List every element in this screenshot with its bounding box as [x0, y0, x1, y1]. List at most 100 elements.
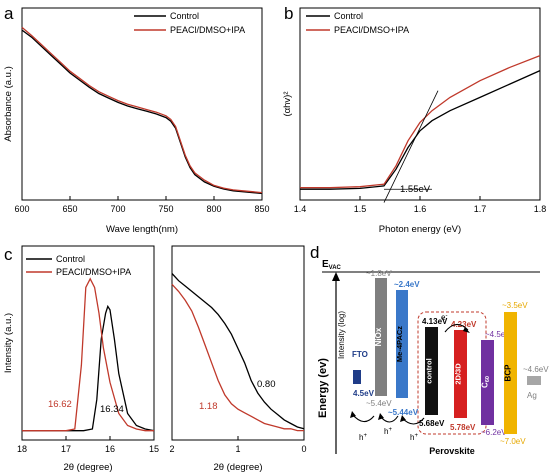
- series-line-c2-1: [171, 283, 304, 432]
- xtick-label-c1-3: 15: [149, 444, 159, 454]
- energy-axis-label: Energy (ev): [317, 358, 329, 418]
- panel-d-energy-diagram: d EVAC Energy (ev) Intensity (log) Perov…: [310, 243, 549, 456]
- panel-c-ylabel: Intensity (a.u.): [3, 313, 14, 373]
- bar-2d3d-label: 2D/3D: [454, 363, 463, 385]
- xtick-label-a-0: 600: [14, 204, 29, 214]
- series-line-b-0: [300, 70, 541, 190]
- bar-bcp-bottom-level: ~7.0eV: [500, 437, 526, 446]
- panel-c-right-label-control: 0.80: [257, 379, 276, 390]
- panel-c-peak-label-treated: 16.62: [48, 399, 72, 410]
- bar-me4pacz-label: Me-4PACz: [395, 326, 404, 362]
- panel-a-xlabel: Wave length(nm): [106, 224, 178, 235]
- xtick-label-c1-1: 17: [61, 444, 71, 454]
- panel-a-frame: [21, 7, 263, 201]
- xtick-label-b-0: 1.4: [294, 204, 307, 214]
- panel-a-legend-control: Control: [170, 11, 199, 21]
- panel-c-right-label-treated: 1.18: [199, 401, 218, 412]
- series-line-b-1: [300, 54, 541, 189]
- panel-b-legend-control: Control: [334, 11, 363, 21]
- panel-a-absorbance-chart: a 600 650 700 750 800 850 Wave length(nm) Abs…: [3, 4, 270, 235]
- panel-c-legend-treated: PEACl/DMSO+IPA: [56, 267, 131, 277]
- panel-a-legend-treated: PEACl/DMSO+IPA: [170, 25, 245, 35]
- xtick-label-c2-2: 0: [301, 444, 306, 454]
- xtick-label-a-3: 750: [158, 204, 173, 214]
- hole-arrowhead-2: [378, 413, 384, 420]
- xtick-label-b-1: 1.5: [354, 204, 367, 214]
- panel-c-legend: Control PEACl/DMSO+IPA: [26, 254, 131, 277]
- bar-niox: [375, 278, 387, 396]
- hole-label-2: h+: [384, 427, 392, 436]
- bar-c60-bottom-level: ~6.2eV: [481, 428, 507, 437]
- bar-fto-bottom-level: 4.5eV: [353, 389, 375, 398]
- xtick-label-c2-0: 2: [169, 444, 174, 454]
- panel-d-label: d: [310, 243, 319, 262]
- xtick-label-b-2: 1.6: [414, 204, 427, 214]
- xtick-label-a-1: 650: [62, 204, 77, 214]
- series-line-a-0: [21, 29, 263, 195]
- panel-b-legend-treated: PEACl/DMSO+IPA: [334, 25, 409, 35]
- bar-niox-label: NiOx: [374, 327, 383, 346]
- series-line-c2-0: [171, 273, 305, 430]
- bar-c60-label: C60: [481, 376, 492, 388]
- panel-b-xlabel: Photon energy (eV): [379, 224, 461, 235]
- bar-c60-top-level: ~4.5eV: [485, 330, 511, 339]
- bar-niox-top-level: ~1.8eV: [366, 269, 392, 278]
- hole-label-1: h+: [359, 433, 367, 442]
- series-line-c1-1: [22, 277, 154, 432]
- bar-control-top-level: 4.13eV: [422, 317, 448, 326]
- xtick-label-b-3: 1.7: [474, 204, 487, 214]
- hole-label-3: h+: [410, 433, 418, 442]
- bar-fto-label: FTO: [352, 350, 368, 359]
- bar-c60: [481, 340, 494, 425]
- bar-me4pacz-top-level: ~2.4eV: [394, 280, 420, 289]
- bar-2d3d: [454, 330, 467, 418]
- xtick-label-b-4: 1.8: [534, 204, 547, 214]
- xtick-label-c1-0: 18: [17, 444, 27, 454]
- bar-ag: [527, 376, 541, 385]
- panel-c-legend-control: Control: [56, 254, 85, 264]
- bar-niox-bottom-level: ~5.4eV: [366, 399, 392, 408]
- series-line-a-1: [21, 26, 263, 194]
- panel-c-right-frame: [171, 245, 305, 441]
- panel-a-ylabel: Absorbance (a.u.): [3, 66, 14, 142]
- xtick-label-a-5: 850: [254, 204, 269, 214]
- xtick-label-c2-1: 1: [235, 444, 240, 454]
- panel-b-tauc-chart: b 1.4 1.5 1.6 1.7 1.8 Photon energy (eV) (αh…: [282, 4, 546, 235]
- xtick-label-c1-2: 16: [105, 444, 115, 454]
- panel-c-peak-label-control: 16.34: [100, 404, 124, 415]
- panel-c-right-xrd-chart: 2 1 0 2θ (degree) 0.80 1.18: [169, 245, 307, 473]
- panel-a-label: a: [4, 4, 14, 23]
- bar-bcp-top-level: ~3.5eV: [502, 301, 528, 310]
- panel-b-label: b: [284, 4, 293, 23]
- panel-c-label: c: [4, 245, 13, 264]
- bar-fto: [353, 370, 361, 384]
- bar-ag-label: Ag: [527, 391, 537, 400]
- panel-b-bandgap-annotation: 1.55eV: [400, 184, 431, 195]
- bar-control-bottom-level: 5.68eV: [419, 419, 445, 428]
- bar-ag-top-level: ~4.6eV: [523, 365, 549, 374]
- intensity-log-label: Intensity (log): [337, 311, 346, 359]
- series-line-c1-0: [22, 304, 155, 432]
- panel-c-right-xlabel: 2θ (degree): [213, 462, 262, 473]
- hole-arrowhead-3: [400, 415, 406, 422]
- panel-c-left-xrd-chart: c 18 17 16 15 Intensity (a.u.) 2θ (degree) …: [3, 245, 159, 473]
- panel-b-tangent-line: [383, 90, 439, 203]
- bar-me4pacz-bottom-level: ~5.44eV: [388, 408, 419, 417]
- panel-b-frame: [299, 7, 541, 201]
- perovskite-label: Perovskite: [429, 446, 475, 456]
- bar-bcp: [504, 312, 517, 434]
- bar-control-label: control: [425, 358, 434, 383]
- evac-label: EVAC: [322, 259, 342, 271]
- panel-b-ylabel: (αhv)²: [282, 91, 293, 116]
- xtick-label-a-4: 800: [206, 204, 221, 214]
- panel-c-left-frame: [21, 245, 155, 441]
- bar-me4pacz: [396, 290, 408, 398]
- panel-b-legend: Control PEACl/DMSO+IPA: [306, 11, 409, 35]
- hole-arrowhead-1: [350, 411, 356, 418]
- panel-c-left-xlabel: 2θ (degree): [63, 462, 112, 473]
- energy-axis-arrowhead: [332, 272, 340, 281]
- electron-arrowhead: [463, 327, 470, 333]
- xtick-label-a-2: 700: [110, 204, 125, 214]
- panel-a-legend: Control PEACl/DMSO+IPA: [134, 11, 245, 35]
